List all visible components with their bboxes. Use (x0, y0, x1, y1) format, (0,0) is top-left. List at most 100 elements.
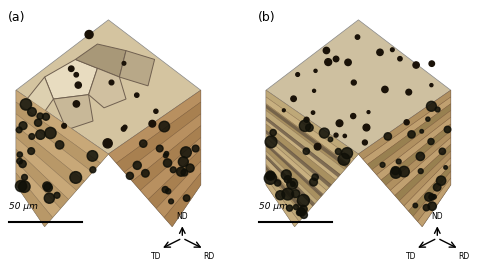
Circle shape (54, 192, 60, 198)
Polygon shape (16, 20, 201, 154)
Circle shape (439, 148, 446, 154)
Circle shape (184, 195, 190, 201)
Circle shape (168, 199, 173, 204)
Circle shape (291, 96, 296, 101)
Polygon shape (27, 77, 54, 121)
Circle shape (73, 101, 80, 107)
Circle shape (282, 188, 294, 200)
Polygon shape (148, 149, 201, 209)
Polygon shape (266, 154, 315, 206)
Circle shape (350, 113, 356, 119)
Circle shape (314, 143, 321, 150)
Circle shape (133, 161, 141, 169)
Circle shape (176, 167, 186, 176)
Circle shape (390, 48, 394, 52)
Circle shape (19, 122, 27, 129)
Polygon shape (390, 138, 451, 196)
Circle shape (426, 117, 430, 121)
Circle shape (334, 56, 339, 62)
Polygon shape (76, 44, 126, 77)
Polygon shape (358, 90, 451, 159)
Circle shape (413, 62, 420, 68)
Circle shape (338, 153, 350, 165)
Circle shape (164, 152, 168, 156)
Circle shape (444, 126, 451, 133)
Circle shape (300, 120, 310, 131)
Text: RD: RD (203, 252, 214, 261)
Polygon shape (266, 165, 308, 216)
Polygon shape (372, 110, 451, 175)
Circle shape (300, 205, 307, 213)
Circle shape (103, 139, 112, 148)
Polygon shape (266, 90, 358, 227)
Circle shape (324, 47, 330, 54)
Circle shape (270, 129, 276, 136)
Circle shape (398, 166, 409, 177)
Circle shape (426, 101, 436, 111)
Polygon shape (266, 142, 324, 197)
Circle shape (28, 148, 34, 154)
Polygon shape (44, 60, 98, 99)
Circle shape (162, 187, 168, 193)
Polygon shape (266, 171, 304, 221)
Circle shape (134, 93, 139, 97)
Circle shape (75, 82, 82, 88)
Circle shape (406, 89, 411, 95)
Circle shape (274, 180, 281, 186)
Polygon shape (266, 110, 344, 175)
Circle shape (312, 111, 314, 114)
Circle shape (294, 205, 298, 210)
Circle shape (312, 174, 318, 180)
Polygon shape (266, 20, 451, 154)
Polygon shape (363, 97, 451, 164)
Polygon shape (16, 173, 52, 227)
Polygon shape (266, 104, 349, 170)
Circle shape (384, 133, 392, 140)
Circle shape (345, 59, 351, 66)
Circle shape (429, 61, 434, 66)
Circle shape (28, 107, 36, 116)
Circle shape (408, 131, 415, 138)
Circle shape (20, 99, 32, 110)
Circle shape (265, 136, 277, 148)
Circle shape (156, 145, 163, 152)
Polygon shape (16, 161, 60, 218)
Circle shape (70, 172, 82, 183)
Circle shape (74, 73, 78, 77)
Polygon shape (164, 173, 201, 227)
Polygon shape (54, 95, 93, 130)
Polygon shape (413, 171, 451, 221)
Polygon shape (266, 124, 336, 185)
Polygon shape (266, 130, 332, 187)
Circle shape (336, 120, 343, 126)
Circle shape (334, 133, 338, 137)
Circle shape (336, 149, 342, 154)
Circle shape (363, 124, 370, 131)
Text: ND: ND (176, 212, 188, 221)
Text: TD: TD (151, 252, 162, 261)
Circle shape (423, 205, 430, 211)
Circle shape (290, 182, 296, 186)
Circle shape (303, 148, 310, 154)
Polygon shape (266, 117, 340, 180)
Circle shape (343, 134, 346, 138)
Polygon shape (266, 158, 313, 211)
Polygon shape (16, 126, 84, 190)
Circle shape (382, 86, 388, 92)
Circle shape (325, 59, 332, 66)
Polygon shape (88, 68, 126, 108)
Circle shape (19, 160, 26, 168)
Circle shape (306, 124, 313, 131)
Polygon shape (395, 144, 451, 201)
Circle shape (418, 169, 423, 174)
Circle shape (380, 162, 385, 167)
Text: (a): (a) (8, 11, 25, 24)
Circle shape (314, 69, 317, 72)
Polygon shape (120, 51, 154, 86)
Circle shape (404, 120, 409, 125)
Circle shape (164, 153, 168, 158)
Circle shape (180, 147, 192, 158)
Text: 50 μm: 50 μm (10, 202, 38, 211)
Circle shape (16, 127, 22, 133)
Circle shape (282, 109, 286, 112)
